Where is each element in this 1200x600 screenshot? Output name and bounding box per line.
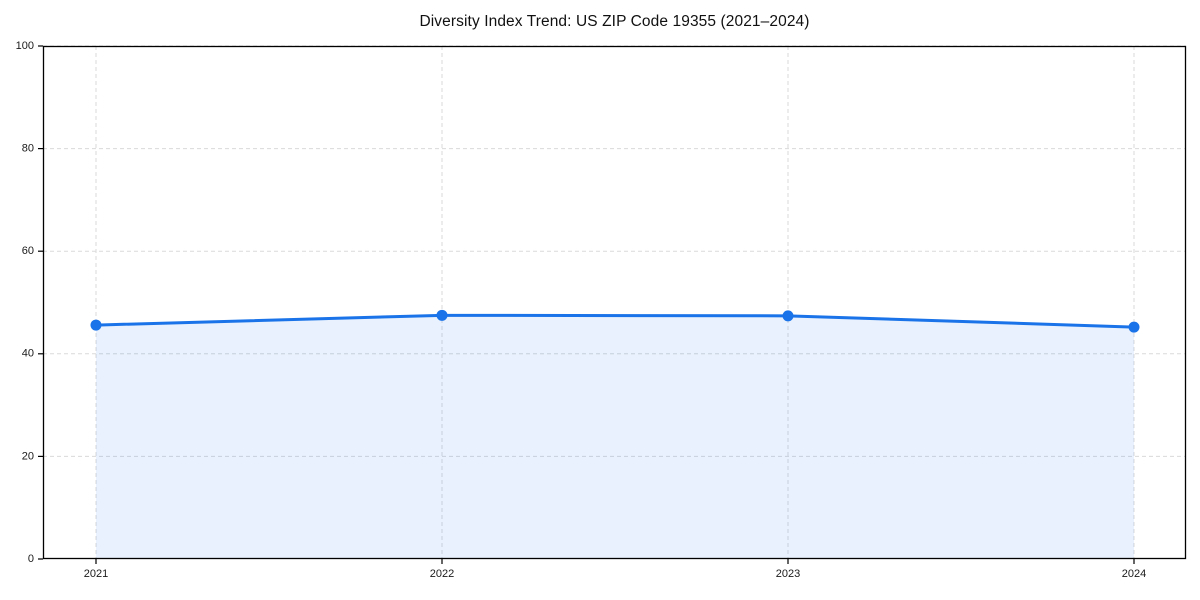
x-tick-label: 2023 [776,568,800,580]
data-point-marker [90,319,102,331]
trend-line [94,313,1136,329]
x-tick-label: 2022 [430,568,454,580]
x-tick-label: 2021 [84,568,108,580]
y-tick-label: 60 [22,245,34,257]
y-tick-label: 20 [22,450,34,462]
data-point-marker [782,310,794,322]
data-point-marker [1128,321,1140,333]
y-tick-label: 0 [28,553,34,565]
data-point-marker [436,309,448,321]
area-fill [96,315,1134,559]
chart-title: Diversity Index Trend: US ZIP Code 19355… [419,13,810,30]
x-tick-label: 2024 [1122,568,1146,580]
y-tick-label: 100 [16,40,34,52]
y-tick-label: 80 [22,143,34,155]
plot-frame [42,45,1187,560]
y-tick-label: 40 [22,348,34,360]
